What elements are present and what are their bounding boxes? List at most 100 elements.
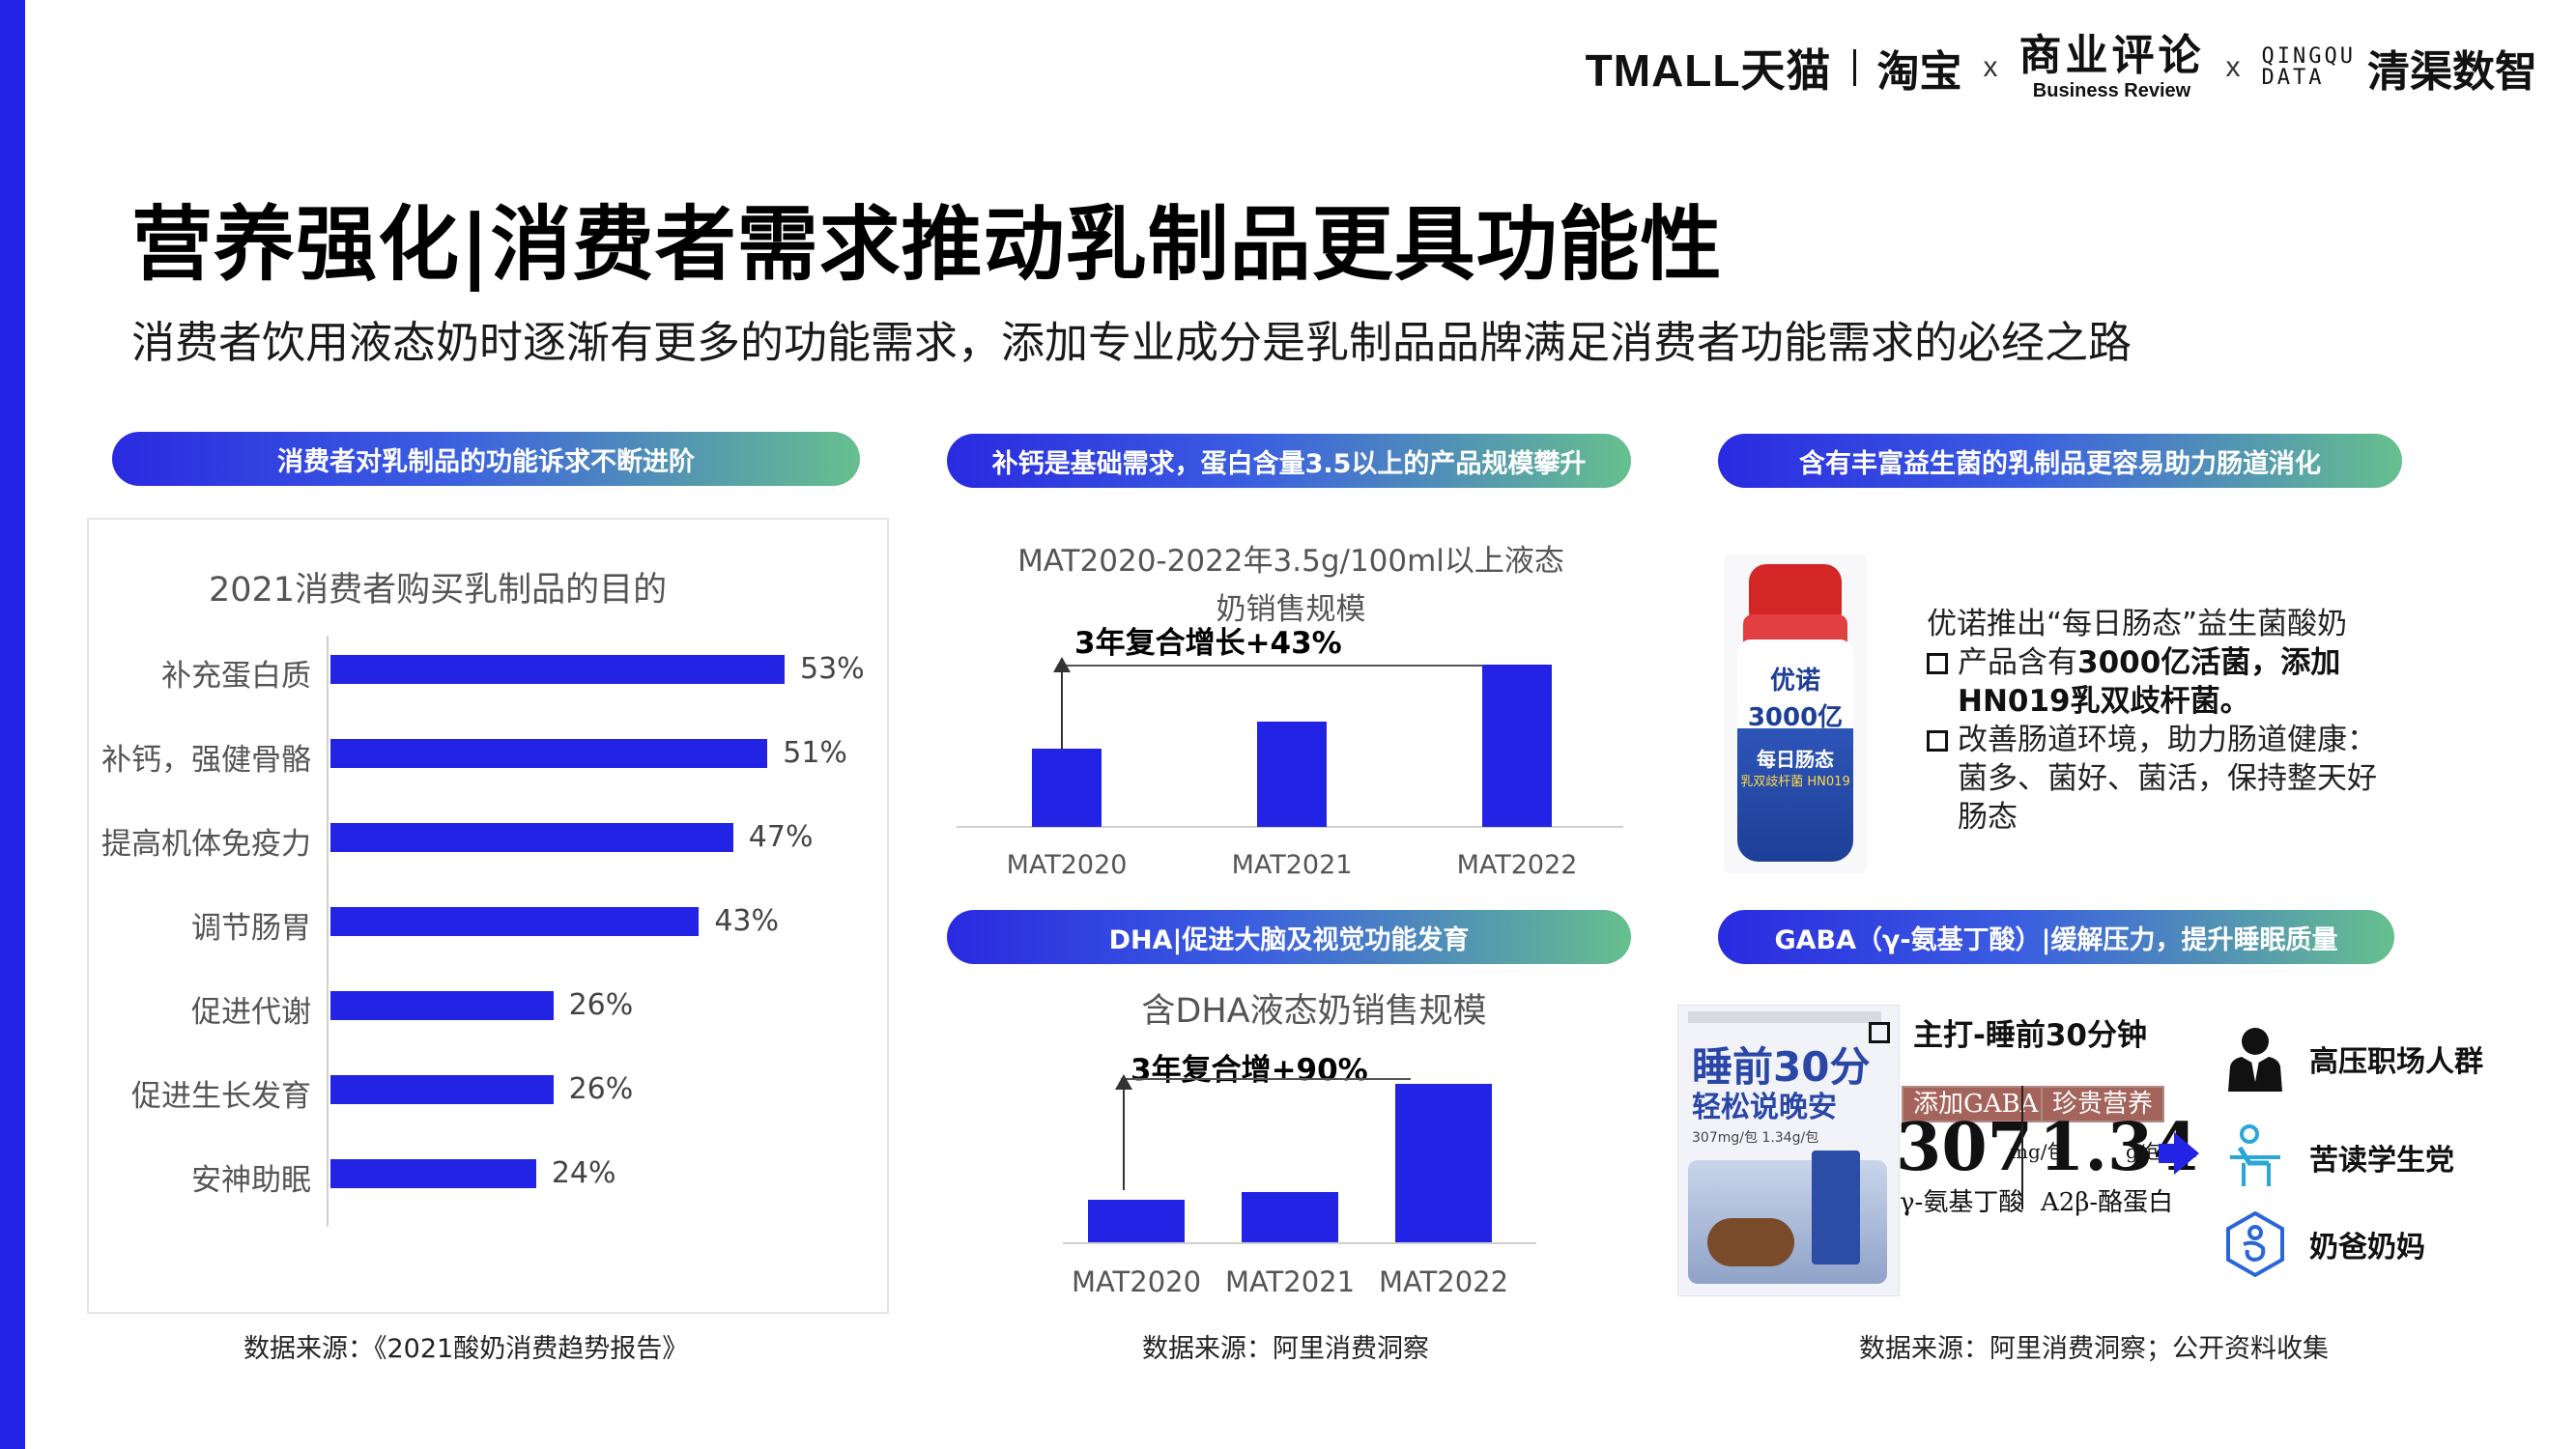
purpose-chart-panel: 2021消费者购买乳制品的目的 补充蛋白质 53% 补钙，强健骨骼 51% 提高机体免疫… [87, 518, 889, 1314]
purpose-bar-row: 促进生长发育 26% [89, 1072, 887, 1114]
checkbox-square-icon [1927, 653, 1948, 674]
purpose-bar-value: 26% [568, 1072, 634, 1106]
purpose-bar-row: 调节肠胃 43% [89, 904, 887, 946]
protein-chart-title: MAT2020-2022年3.5g/100ml以上液态奶销售规模 [1017, 544, 1564, 627]
tmall-logo: TMALL天猫 [1585, 45, 1832, 96]
yogurt-brand-label: 优诺 [1769, 667, 1820, 696]
student-icon [2230, 1124, 2280, 1186]
dha-arrow-head [1115, 1074, 1132, 1090]
yogurt-count-label: 3000亿 [1747, 703, 1844, 732]
purpose-bar-label: 促进生长发育 [131, 1079, 311, 1114]
cow-illustration [1707, 1218, 1794, 1266]
purpose-bar-value: 43% [714, 904, 779, 938]
pack-subheadline: 轻松说晚安 [1692, 1091, 1837, 1124]
purpose-bar [330, 655, 785, 684]
protein-tick-label: MAT2020 [1006, 850, 1128, 880]
protein-tick-label: MAT2022 [1456, 850, 1578, 880]
purpose-bar [330, 1159, 536, 1188]
business-review-logo: 商业评论 Business Review [2018, 31, 2205, 101]
purpose-bar-row: 安神助眠 24% [89, 1156, 887, 1198]
gaba-value-1: 307 [1896, 1109, 2033, 1186]
yogurt-strain-label: 乳双歧杆菌 HN019 [1740, 775, 1850, 789]
protein-bar [1032, 749, 1102, 827]
office-worker-icon [2228, 1028, 2282, 1092]
dha-growth-arrow [1123, 1088, 1125, 1190]
brand-separator [1852, 49, 1856, 86]
probiotic-bullet-1-cont: HN019乳双歧杆菌。 [1958, 684, 2250, 719]
dha-tick-label: MAT2021 [1224, 1265, 1356, 1298]
page-title: 营养强化|消费者需求推动乳制品更具功能性 [131, 197, 1723, 292]
purpose-bar-row: 补钙，强健骨骼 51% [89, 736, 887, 778]
arrow-right-icon [2174, 1132, 2199, 1175]
source-right: 数据来源：阿里消费洞察；公开资料收集 [1859, 1334, 2329, 1364]
gaba-divider [2021, 1086, 2023, 1209]
protein-bar [1257, 721, 1327, 827]
probiotic-bullet-1: 产品含有3000亿活菌，添加 [1927, 643, 2468, 682]
purpose-bar-row: 提高机体免疫力 47% [89, 820, 887, 862]
source-middle: 数据来源：阿里消费洞察 [1142, 1334, 1429, 1364]
dha-bar [1088, 1199, 1185, 1242]
cross-mark: x [2225, 51, 2241, 83]
section-pill-functional: 消费者对乳制品的功能诉求不断进阶 [112, 432, 860, 486]
purpose-bar [330, 739, 768, 768]
purpose-bar-row: 促进代谢 26% [89, 988, 887, 1030]
purpose-bar-value: 24% [551, 1156, 616, 1190]
dha-growth-label: 3年复合增+90% [1131, 1053, 1368, 1088]
section-pill-dha: DHA|促进大脑及视觉功能发育 [947, 910, 1631, 964]
qingqu-logo: QINGQU DATA 清渠数智 [2261, 44, 2537, 98]
purpose-bar [330, 1075, 554, 1104]
purpose-bar-label: 调节肠胃 [191, 911, 311, 946]
yogurt-cap [1749, 564, 1842, 620]
brand-header: TMALL天猫 淘宝 x 商业评论 Business Review x QING… [1586, 29, 2537, 106]
purpose-bar [330, 907, 700, 936]
purpose-bar-value: 53% [800, 652, 865, 686]
audience-student: 苦读学生党 [2220, 1122, 2454, 1192]
protein-tick-label: MAT2021 [1231, 850, 1353, 880]
purpose-chart-axis [327, 636, 329, 1227]
yogurt-bottle [1737, 639, 1853, 862]
section-pill-probiotic: 含有丰富益生菌的乳制品更容易助力肠道消化 [1718, 434, 2402, 488]
purpose-bar-label: 补钙，强健骨骼 [101, 743, 311, 778]
protein-growth-label: 3年复合增长+43% [1074, 626, 1342, 661]
pack-header-strip [1688, 1011, 1881, 1023]
purpose-chart-title: 2021消费者购买乳制品的目的 [209, 571, 668, 610]
dha-growth-line [1121, 1078, 1411, 1080]
source-purpose: 数据来源：《2021酸奶消费趋势报告》 [243, 1334, 689, 1364]
yogurt-name-label: 每日肠态 [1757, 748, 1834, 771]
purpose-bar-label: 促进代谢 [191, 995, 311, 1030]
purpose-bar-value: 26% [568, 988, 634, 1022]
probiotic-bullet-2-cont1: 菌多、菌好、菌活，保持整天好 [1958, 761, 2377, 796]
dha-tick-label: MAT2020 [1071, 1265, 1202, 1298]
protein-growth-line [1057, 665, 1546, 667]
dha-bar [1242, 1191, 1338, 1242]
gaba-sub-1: γ-氨基丁酸 [1900, 1188, 2024, 1217]
probiotic-bullet-2: 改善肠道环境，助力肠道健康： [1927, 721, 2468, 759]
taobao-logo: 淘宝 [1876, 47, 1962, 97]
yogurt-product-image: 优诺 3000亿 每日肠态 乳双歧杆菌 HN019 [1724, 554, 1867, 873]
arrow-right-icon-stem [2159, 1144, 2176, 1163]
purpose-bar [330, 991, 554, 1020]
gaba-tag-added: 添加GABA [1902, 1086, 2050, 1122]
purpose-bar-label: 安神助眠 [191, 1163, 311, 1198]
purpose-bar-label: 提高机体免疫力 [101, 827, 311, 862]
dha-chart-baseline [1063, 1242, 1536, 1244]
purpose-bar-value: 47% [748, 820, 814, 854]
protein-arrow-head [1053, 657, 1071, 672]
left-accent-bar [0, 0, 25, 1449]
purpose-bar [330, 823, 733, 852]
pack-headline: 睡前30分 [1692, 1043, 1871, 1091]
cross-mark: x [1983, 51, 1998, 83]
probiotic-bullet-2-cont2: 肠态 [1958, 800, 2018, 835]
gaba-unit-2: g/包 [2126, 1140, 2164, 1163]
probiotic-intro: 优诺推出“每日肠态”益生菌酸奶 [1927, 607, 2348, 641]
section-pill-calcium: 补钙是基础需求，蛋白含量3.5以上的产品规模攀升 [947, 434, 1631, 488]
checkbox-square-icon [1927, 730, 1948, 752]
gaba-unit-1: mg/包 [2010, 1140, 2067, 1163]
purpose-bar-row: 补充蛋白质 53% [89, 652, 887, 694]
gaba-sub-2: A2β-酪蛋白 [2041, 1188, 2174, 1217]
gaba-pitch: 主打-睡前30分钟 [1869, 1010, 2147, 1054]
checkbox-square-icon [1869, 1021, 1890, 1043]
pack-small-text: 307mg/包 1.34g/包 [1692, 1130, 1819, 1146]
dha-tick-label: MAT2022 [1378, 1265, 1509, 1298]
gaba-product-image: 睡前30分 轻松说晚安 307mg/包 1.34g/包 [1677, 1005, 1900, 1296]
